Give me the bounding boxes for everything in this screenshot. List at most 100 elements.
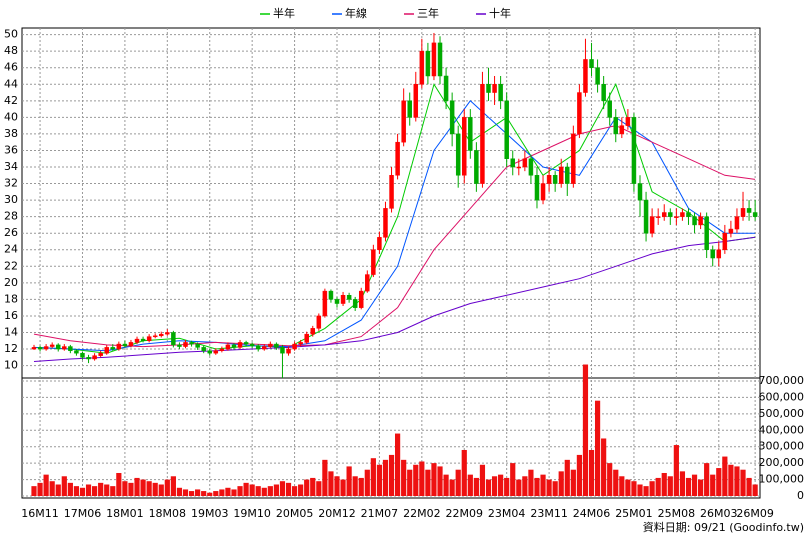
volume-bar [182, 489, 189, 496]
volume-bar [698, 479, 704, 496]
volume-bar [73, 486, 80, 496]
volume-bar [61, 476, 67, 496]
volume-bar [176, 487, 183, 496]
volume-bar [316, 481, 322, 496]
legend-label: 三年 [417, 6, 439, 20]
candle-body [431, 42, 437, 77]
volume-bar [219, 489, 225, 496]
volume-bar [225, 487, 231, 496]
candle-body [710, 249, 715, 259]
y-tick-label: 700,000 [759, 374, 805, 387]
candle-body [68, 346, 73, 351]
volume-bar [255, 486, 261, 496]
candle-body [207, 350, 212, 354]
candle-body [668, 212, 673, 217]
candle-body [704, 216, 709, 250]
volume-bar [740, 469, 746, 496]
volume-bar [85, 484, 92, 496]
x-tick-label: 25M08 [658, 507, 696, 520]
candle-body [159, 333, 164, 337]
volume-bar [188, 491, 195, 496]
x-tick-label: 21M07 [361, 507, 399, 520]
volume-bar [673, 445, 679, 496]
candle-body [352, 299, 358, 308]
y-tick-label: 14 [4, 325, 18, 338]
volume-bar [401, 459, 407, 496]
volume-bar [407, 469, 413, 496]
candle-body [177, 344, 182, 347]
volume-bar [704, 463, 710, 496]
source-note: 資料日期: 09/21 (Goodinfo.tw) [643, 520, 804, 534]
candle-body [674, 216, 679, 218]
candle-body [292, 343, 297, 350]
candle-body [243, 342, 249, 345]
y-tick-label: 26 [4, 226, 18, 239]
volume-bar [328, 471, 334, 496]
x-tick-label: 26M03 [700, 507, 738, 520]
volume-bar [522, 476, 528, 496]
volume-bar [594, 400, 601, 496]
volume-bar [425, 469, 431, 496]
volume-bar [582, 364, 589, 496]
candle-body [480, 84, 485, 184]
y-tick-label: 10 [4, 359, 18, 372]
candle-body [613, 117, 619, 135]
candle-body [183, 342, 188, 347]
candle-body [631, 117, 637, 184]
candle-body [643, 199, 649, 234]
volume-bar [716, 468, 722, 496]
volume-bar [67, 482, 73, 496]
volume-bar [376, 464, 383, 496]
y-tick-label: 0 [797, 489, 804, 502]
y-tick-label: 22 [4, 259, 18, 272]
volume-bar [510, 463, 516, 496]
volume-bar [607, 463, 613, 496]
volume-bar [267, 486, 273, 496]
y-tick-label: 28 [4, 210, 18, 223]
volume-bar [661, 472, 667, 496]
moving-average-line [33, 83, 756, 354]
candle-body [122, 343, 128, 346]
candle-body [577, 92, 582, 135]
candle-body [516, 166, 522, 169]
volume-bar [334, 476, 340, 496]
candle-body [86, 357, 91, 360]
volume-bar [279, 481, 286, 496]
candle-body [486, 84, 491, 93]
candle-body [401, 100, 406, 143]
candle-body [249, 343, 255, 346]
x-tick-label: 22M09 [446, 507, 484, 520]
candle-body [316, 315, 322, 329]
volume-bar [734, 466, 740, 496]
candle-body [407, 100, 412, 118]
x-tick-label: 23M11 [530, 507, 568, 520]
volume-bar [170, 476, 176, 496]
candle-body [80, 352, 85, 358]
volume-bar [516, 479, 522, 496]
candle-body [607, 100, 612, 118]
candle-body [722, 232, 728, 250]
x-tick-label: 24M06 [573, 507, 611, 520]
candle-body [540, 183, 546, 201]
volume-bar [558, 471, 564, 496]
volume-bar [570, 469, 576, 496]
volume-bar [552, 481, 558, 496]
volume-bar [231, 489, 237, 496]
x-tick-label: 17M06 [64, 507, 102, 520]
candle-body [522, 158, 528, 168]
volume-bar [443, 474, 449, 496]
candle-body [565, 166, 570, 184]
volume-bar [110, 486, 116, 496]
volume-bar [237, 486, 243, 496]
candle-body [558, 166, 564, 184]
candle-body [104, 347, 109, 354]
candle-body [601, 84, 606, 102]
candle-body [692, 216, 697, 226]
candle-body [92, 355, 97, 360]
volume-bar [310, 477, 316, 496]
candle-body [140, 338, 146, 342]
volume-bar [467, 474, 473, 496]
candle-body [255, 345, 261, 350]
y-tick-label: 100,000 [759, 473, 805, 486]
volume-bar [92, 486, 98, 496]
